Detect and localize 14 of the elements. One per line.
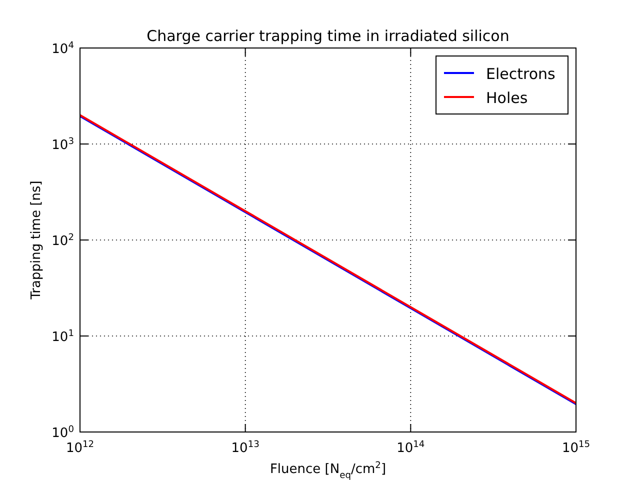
legend-label: Electrons xyxy=(486,65,556,83)
y-tick-label: 10$^{2}$ xyxy=(52,233,74,249)
y-tick-label: 10$^{1}$ xyxy=(52,329,74,345)
y-tick-label: 10$^{0}$ xyxy=(52,425,74,441)
x-tick-label: 10$^{15}$ xyxy=(562,440,590,456)
x-axis-title: Fluence [N$_{eq}$/cm$^{2}$] xyxy=(270,461,386,480)
legend-label: Holes xyxy=(486,89,528,107)
y-tick-label: 10$^{3}$ xyxy=(52,137,74,153)
chart-title: Charge carrier trapping time in irradiated silicon xyxy=(146,27,510,45)
y-axis-title: Trapping time [ns] xyxy=(29,180,44,300)
x-tick-label: 10$^{12}$ xyxy=(66,440,94,456)
x-tick-label: 10$^{14}$ xyxy=(396,440,425,456)
x-tick-label: 10$^{13}$ xyxy=(231,440,260,456)
y-tick-label: 10$^{4}$ xyxy=(52,41,74,57)
